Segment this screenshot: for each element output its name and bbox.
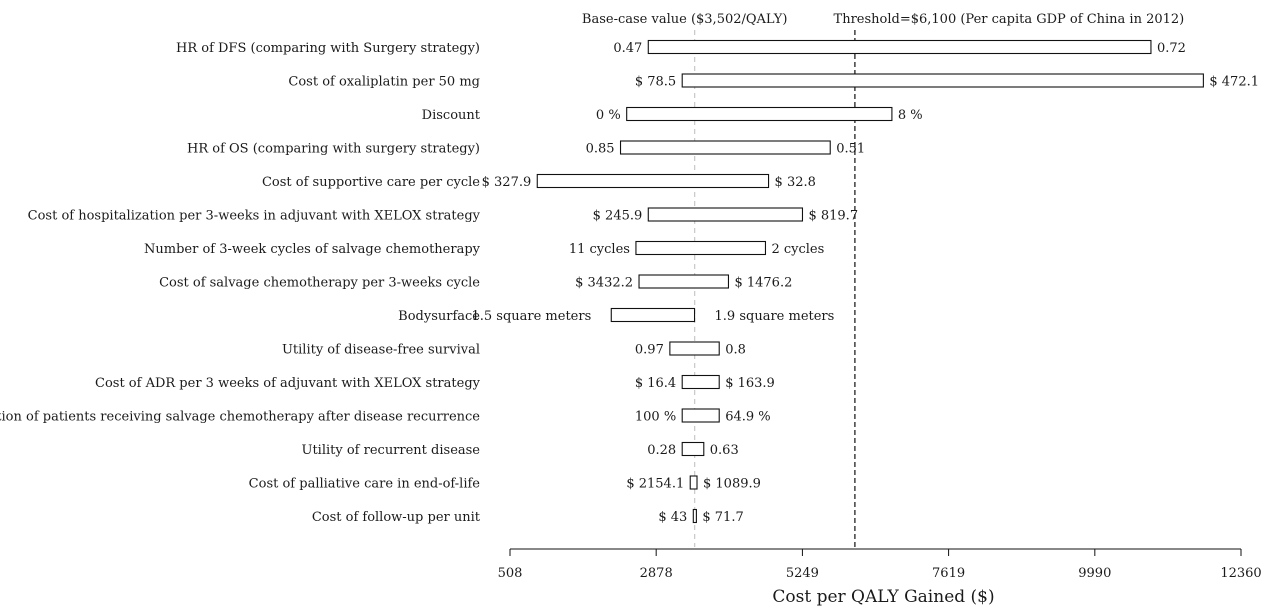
parameter-label: Cost of palliative care in end-of-life bbox=[249, 477, 481, 492]
base-case-label: Base-case value ($3,502/QALY) bbox=[582, 12, 787, 27]
tornado-bar bbox=[681, 73, 1204, 88]
bar-high-value-label: 64.9 % bbox=[725, 410, 770, 425]
tornado-bar bbox=[610, 307, 696, 323]
tornado-bar bbox=[681, 441, 705, 457]
bar-low-value-label: $ 327.9 bbox=[482, 175, 532, 190]
tornado-bar bbox=[638, 274, 730, 289]
bar-high-value-label: 1.9 square meters bbox=[715, 309, 835, 324]
tornado-bar bbox=[619, 140, 831, 155]
tornado-bar bbox=[536, 173, 770, 189]
bar-low-value-label: $ 245.9 bbox=[593, 209, 643, 224]
bar-high-value-label: $ 1476.2 bbox=[734, 276, 792, 291]
x-tick-label: 5249 bbox=[786, 566, 819, 581]
parameter-label: Cost of ADR per 3 weeks of adjuvant with… bbox=[95, 376, 481, 391]
bar-low-value-label: 11 cycles bbox=[569, 242, 630, 257]
parameter-label: Cost of salvage chemotherapy per 3-weeks… bbox=[159, 276, 480, 291]
x-axis-title: Cost per QALY Gained ($) bbox=[772, 587, 994, 607]
bar-low-value-label: $ 43 bbox=[658, 510, 687, 525]
tornado-bar bbox=[635, 240, 767, 256]
tornado-bar bbox=[647, 39, 1152, 55]
parameter-label: HR of DFS (comparing with Surgery strate… bbox=[176, 41, 480, 56]
bar-low-value-label: 100 % bbox=[635, 410, 676, 425]
bar-high-value-label: 0.72 bbox=[1157, 41, 1186, 56]
bar-high-value-label: $ 163.9 bbox=[725, 376, 775, 391]
tornado-bar bbox=[669, 341, 720, 356]
bar-low-value-label: $ 16.4 bbox=[635, 376, 676, 391]
parameter-label: Cost of supportive care per cycle bbox=[262, 175, 480, 190]
parameter-label: Bodysurface bbox=[398, 309, 480, 324]
parameter-label: Proportion of patients receiving salvage… bbox=[0, 410, 480, 425]
x-tick-label: 508 bbox=[498, 566, 523, 581]
bar-low-value-label: 0.85 bbox=[586, 142, 615, 157]
tornado-bar bbox=[626, 106, 893, 122]
threshold-label: Threshold=$6,100 (Per capita GDP of Chin… bbox=[834, 12, 1185, 27]
bar-low-value-label: $ 78.5 bbox=[635, 75, 676, 90]
x-tick-label: 12360 bbox=[1220, 566, 1261, 581]
bar-low-value-label: 0.47 bbox=[613, 41, 642, 56]
parameter-label: Cost of follow-up per unit bbox=[312, 510, 481, 525]
tornado-bar bbox=[647, 207, 804, 222]
bar-high-value-label: $ 472.1 bbox=[1209, 75, 1259, 90]
bar-high-value-label: 0.8 bbox=[725, 343, 746, 358]
tornado-bar bbox=[692, 508, 697, 524]
bar-high-value-label: $ 1089.9 bbox=[703, 477, 761, 492]
bar-low-value-label: 0 % bbox=[596, 108, 621, 123]
bar-low-value-label: 0.97 bbox=[635, 343, 664, 358]
bar-low-value-label: 0.28 bbox=[647, 443, 676, 458]
bar-low-value-label: $ 2154.1 bbox=[626, 477, 684, 492]
parameter-label: Discount bbox=[422, 108, 481, 123]
tornado-bar bbox=[689, 475, 698, 490]
bar-high-value-label: $ 71.7 bbox=[702, 510, 743, 525]
bar-low-value-label: 1.5 square meters bbox=[471, 309, 591, 324]
x-tick-label: 7619 bbox=[932, 566, 965, 581]
tornado-bar bbox=[681, 408, 720, 423]
x-tick-label: 2878 bbox=[640, 566, 673, 581]
parameter-label: Cost of oxaliplatin per 50 mg bbox=[288, 75, 480, 90]
bar-high-value-label: $ 819.7 bbox=[808, 209, 858, 224]
x-tick-label: 9990 bbox=[1078, 566, 1111, 581]
bar-high-value-label: 2 cycles bbox=[771, 242, 824, 257]
bar-high-value-label: 0.63 bbox=[710, 443, 739, 458]
bar-high-value-label: $ 32.8 bbox=[775, 175, 816, 190]
parameter-label: Utility of disease-free survival bbox=[282, 343, 480, 358]
bar-high-value-label: 0.51 bbox=[836, 142, 865, 157]
parameter-label: HR of OS (comparing with surgery strateg… bbox=[187, 142, 480, 157]
parameter-label: Utility of recurrent disease bbox=[302, 443, 481, 458]
bar-low-value-label: $ 3432.2 bbox=[575, 276, 633, 291]
parameter-label: Number of 3-week cycles of salvage chemo… bbox=[144, 242, 481, 257]
bar-high-value-label: 8 % bbox=[898, 108, 923, 123]
tornado-bar bbox=[681, 374, 720, 390]
parameter-label: Cost of hospitalization per 3-weeks in a… bbox=[28, 209, 481, 224]
